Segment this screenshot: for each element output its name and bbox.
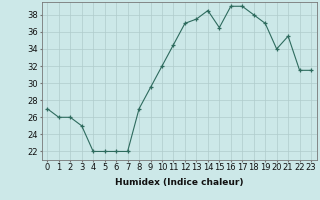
X-axis label: Humidex (Indice chaleur): Humidex (Indice chaleur)	[115, 178, 244, 187]
